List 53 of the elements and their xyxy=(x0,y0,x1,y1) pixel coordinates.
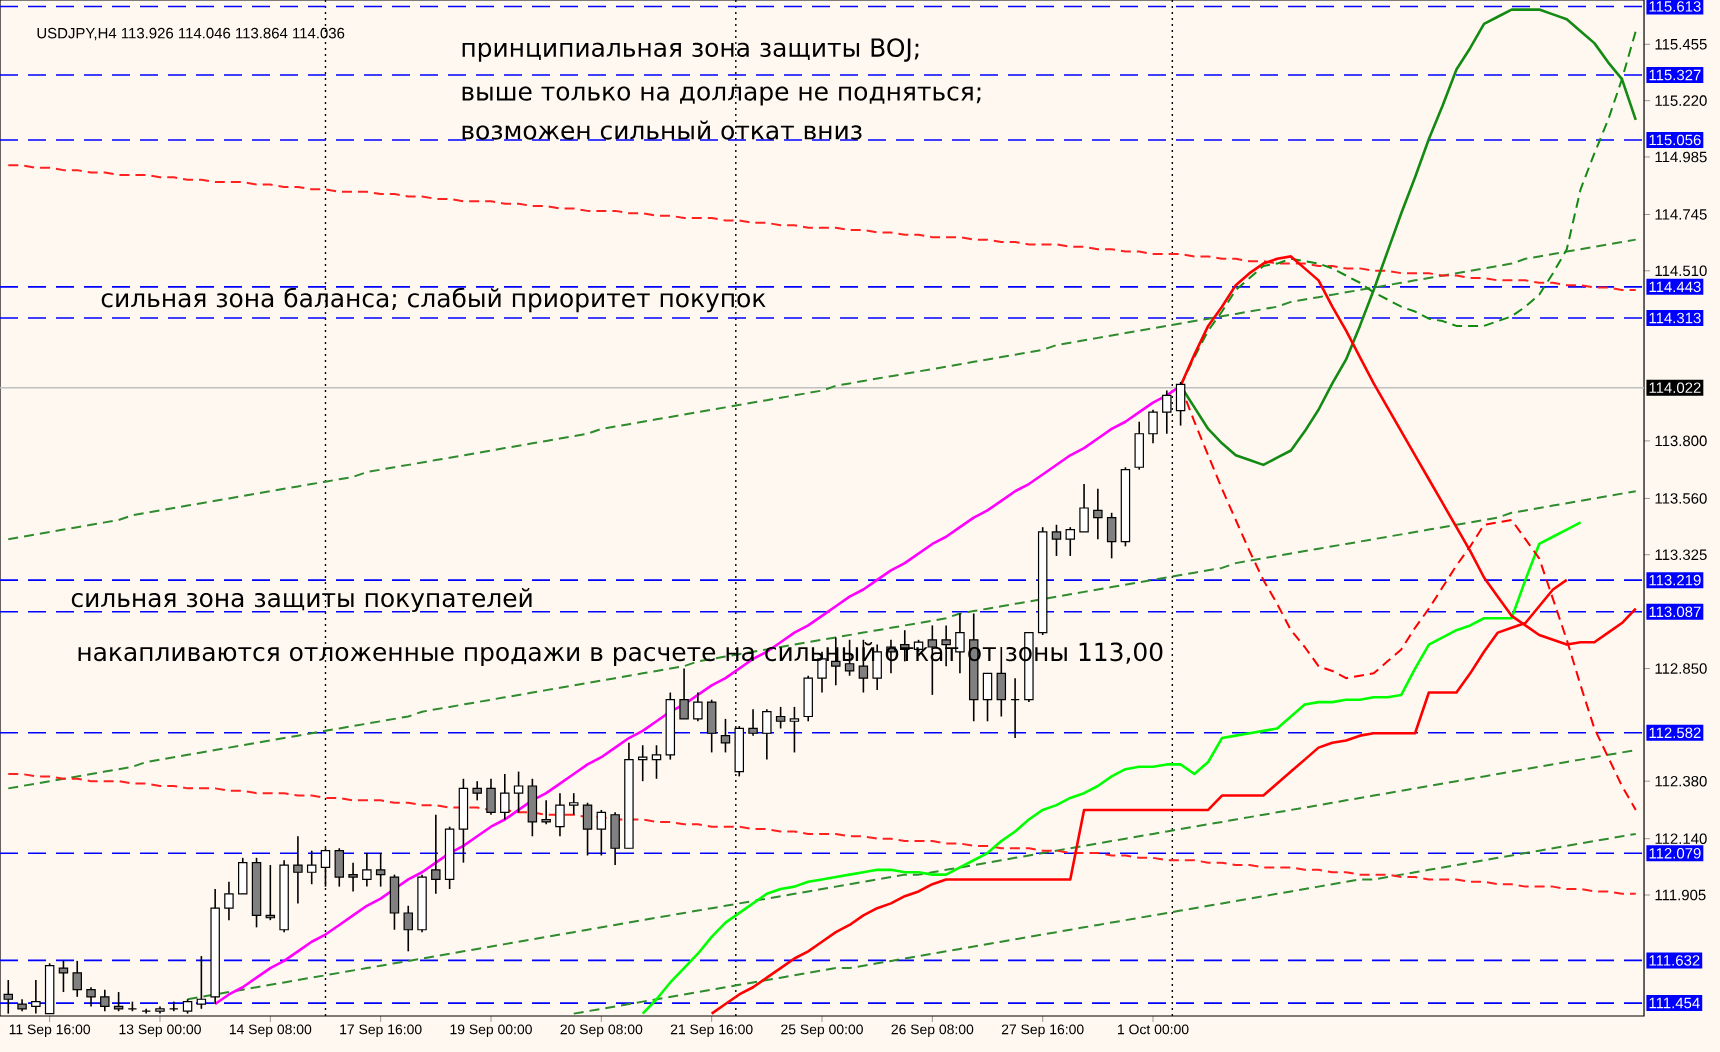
candlestick xyxy=(1065,526,1076,557)
candlestick xyxy=(651,744,662,780)
candlestick xyxy=(375,852,386,888)
candlestick xyxy=(362,852,372,888)
candlestick xyxy=(100,988,110,1013)
candlestick xyxy=(762,708,772,761)
candlestick xyxy=(679,667,689,720)
candlestick xyxy=(720,718,731,754)
candlestick xyxy=(486,777,496,816)
candlestick xyxy=(472,780,482,802)
annotation: выше только на долларе не подняться; xyxy=(462,86,981,106)
candlestick xyxy=(610,811,620,866)
candlestick xyxy=(224,881,234,921)
candlestick xyxy=(500,773,510,821)
candlestick xyxy=(1079,483,1089,533)
candlestick xyxy=(513,770,524,814)
candlestick xyxy=(1106,511,1117,560)
candlestick xyxy=(58,960,69,993)
candlestick xyxy=(1051,523,1062,557)
candlestick xyxy=(596,809,607,857)
annotation: сильная зона баланса; слабый приоритет покупок xyxy=(101,287,766,313)
candlestick xyxy=(238,857,248,895)
candlestick xyxy=(582,801,593,857)
candlestick xyxy=(306,849,317,886)
candlestick xyxy=(569,792,579,816)
candlestick xyxy=(86,986,96,1008)
candlestick xyxy=(706,698,717,754)
candlestick xyxy=(334,847,345,888)
candlestick xyxy=(196,955,207,1010)
candlestick xyxy=(458,777,469,864)
candlestick xyxy=(996,646,1007,718)
candlestick xyxy=(748,708,758,737)
candlestick xyxy=(541,799,551,826)
candlestick xyxy=(1093,488,1103,540)
candlestick xyxy=(389,873,400,931)
candlestick xyxy=(527,777,538,838)
candlestick xyxy=(1148,408,1158,445)
annotation: принципиальная зона защиты BOJ; xyxy=(462,38,919,62)
candlestick xyxy=(293,835,303,905)
candlestick xyxy=(982,672,993,723)
candlestick xyxy=(1134,420,1144,471)
annotation: возможен сильный откат вниз xyxy=(462,120,862,140)
candlestick xyxy=(403,904,413,953)
candlestick xyxy=(431,813,441,895)
annotation: сильная зона защиты покупателей xyxy=(71,588,532,613)
candlestick xyxy=(789,706,800,754)
candlestick xyxy=(72,960,82,998)
candlestick xyxy=(693,691,703,723)
candlestick xyxy=(637,744,648,782)
candlestick xyxy=(348,861,358,893)
candlestick xyxy=(803,674,813,723)
candlestick xyxy=(775,706,786,730)
candlestick xyxy=(555,792,565,838)
